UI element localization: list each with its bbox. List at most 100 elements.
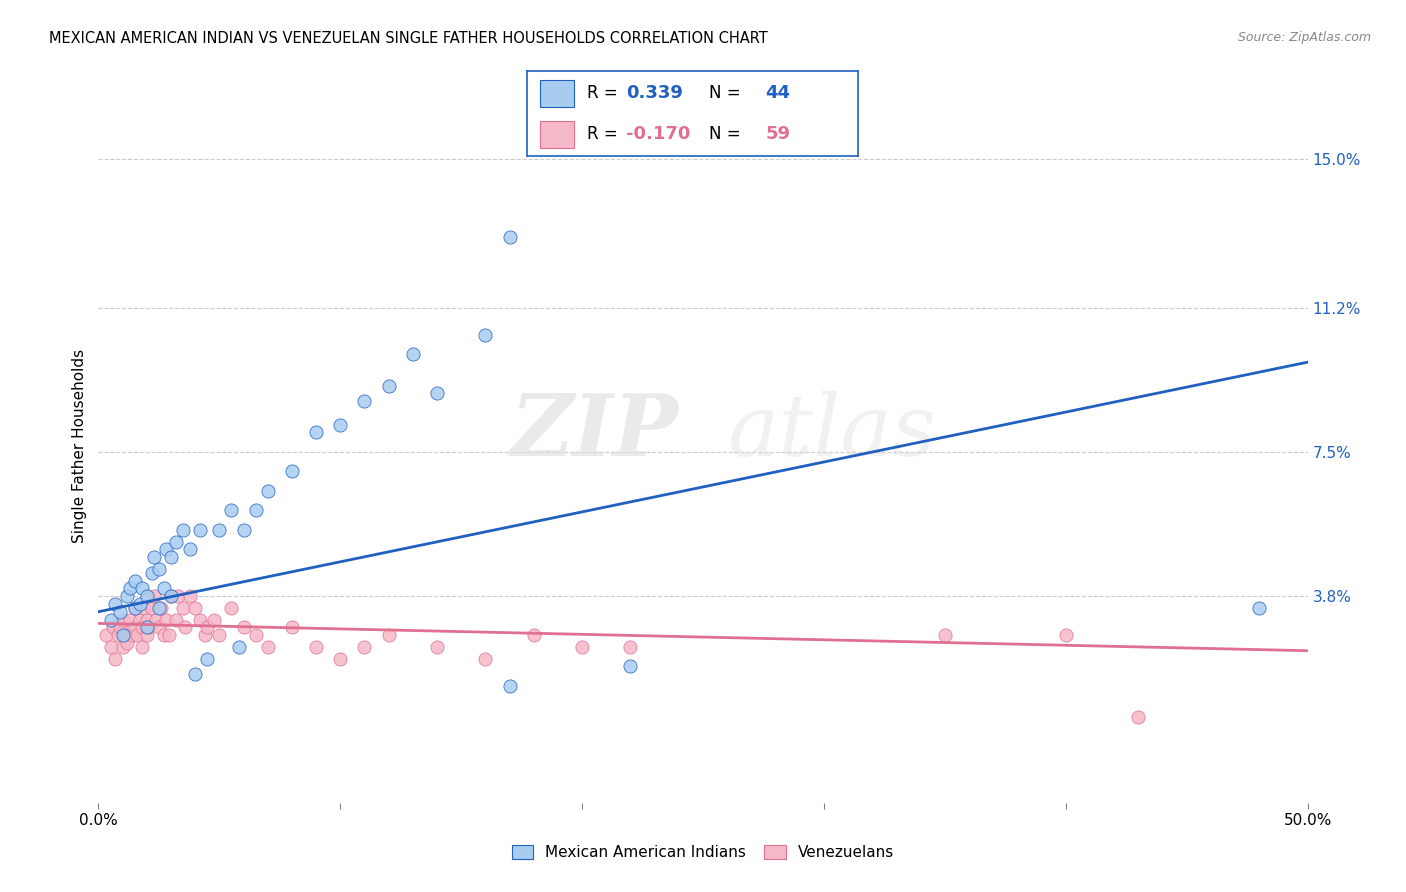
Point [108,605,131,619]
Point [619,659,641,673]
Text: N =: N = [709,85,745,103]
Point [184,667,207,681]
Point [111,628,134,642]
Text: R =: R = [586,85,623,103]
Point [221,503,243,517]
Point [194,628,217,642]
Legend: Mexican American Indians, Venezuelans: Mexican American Indians, Venezuelans [506,839,900,866]
Point [523,628,546,642]
Point [245,628,267,642]
Point [111,613,134,627]
Point [188,613,211,627]
Point [155,613,177,627]
Text: -0.170: -0.170 [627,125,690,143]
Point [143,589,166,603]
Point [305,640,328,654]
Point [135,589,157,603]
Text: MEXICAN AMERICAN INDIAN VS VENEZUELAN SINGLE FATHER HOUSEHOLDS CORRELATION CHART: MEXICAN AMERICAN INDIAN VS VENEZUELAN SI… [49,31,768,46]
Point [135,628,157,642]
Point [208,523,231,537]
Point [157,628,180,642]
Point [256,640,278,654]
FancyBboxPatch shape [540,80,574,107]
Point [498,230,520,244]
Point [131,640,153,654]
Point [1249,600,1271,615]
Point [167,589,190,603]
Point [131,620,153,634]
Point [221,600,243,615]
Point [124,600,146,615]
Point [114,628,136,642]
Point [402,347,425,361]
Point [232,523,254,537]
Point [377,628,399,642]
Text: ZIP: ZIP [510,390,679,474]
Point [232,620,254,634]
Point [172,600,194,615]
Point [1054,628,1077,642]
Point [184,600,207,615]
Point [474,651,496,665]
Point [281,464,304,478]
Point [204,613,226,627]
Text: R =: R = [586,125,623,143]
Point [160,589,183,603]
Point [498,679,520,693]
Y-axis label: Single Father Households: Single Father Households [72,349,87,543]
Point [124,600,146,615]
Point [138,620,160,634]
Text: 44: 44 [765,85,790,103]
Point [195,651,218,665]
Text: 0.339: 0.339 [627,85,683,103]
Point [100,613,122,627]
Point [107,628,129,642]
Point [426,386,449,401]
Point [160,550,183,565]
Point [108,620,131,634]
Point [195,620,218,634]
Point [571,640,593,654]
Point [165,534,187,549]
Point [152,582,174,596]
Point [329,417,352,432]
Point [128,613,150,627]
Point [101,620,124,634]
Point [179,542,201,557]
Point [179,589,201,603]
Point [305,425,328,440]
Point [188,523,211,537]
Point [208,628,231,642]
Point [118,582,141,596]
Point [104,651,127,665]
Point [281,620,304,634]
Text: N =: N = [709,125,745,143]
Point [160,589,183,603]
Point [245,503,267,517]
Text: Source: ZipAtlas.com: Source: ZipAtlas.com [1237,31,1371,45]
Point [619,640,641,654]
Point [474,327,496,342]
Text: 59: 59 [765,125,790,143]
Point [155,542,177,557]
Point [256,483,278,498]
Point [148,562,170,576]
Point [135,620,157,634]
Point [118,613,141,627]
Point [353,640,375,654]
Point [141,600,163,615]
Point [152,628,174,642]
Point [134,600,156,615]
Point [100,640,122,654]
Point [131,582,153,596]
Point [377,378,399,392]
Point [121,628,143,642]
Point [104,597,127,611]
Point [174,620,197,634]
Point [141,566,163,580]
Point [117,636,139,650]
Point [934,628,956,642]
Point [1128,710,1150,724]
Point [145,613,167,627]
Text: atlas: atlas [727,391,936,473]
